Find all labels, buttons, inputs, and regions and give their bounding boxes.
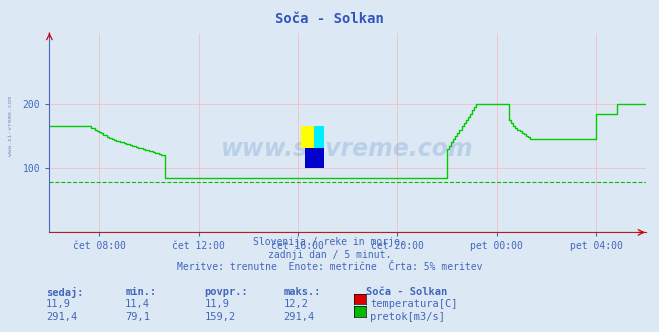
Text: Soča - Solkan: Soča - Solkan	[366, 287, 447, 297]
Text: 291,4: 291,4	[46, 312, 77, 322]
Text: 159,2: 159,2	[204, 312, 235, 322]
Text: zadnji dan / 5 minut.: zadnji dan / 5 minut.	[268, 250, 391, 260]
Text: Soča - Solkan: Soča - Solkan	[275, 12, 384, 26]
Text: 11,9: 11,9	[46, 299, 71, 309]
Text: www.si-vreme.com: www.si-vreme.com	[221, 137, 474, 161]
Text: Slovenija / reke in morje.: Slovenija / reke in morje.	[253, 237, 406, 247]
Text: 12,2: 12,2	[283, 299, 308, 309]
Text: temperatura[C]: temperatura[C]	[370, 299, 458, 309]
Text: 11,9: 11,9	[204, 299, 229, 309]
Text: www.si-vreme.com: www.si-vreme.com	[8, 96, 13, 156]
Text: min.:: min.:	[125, 287, 156, 297]
Text: 11,4: 11,4	[125, 299, 150, 309]
Text: Meritve: trenutne  Enote: metrične  Črta: 5% meritev: Meritve: trenutne Enote: metrične Črta: …	[177, 262, 482, 272]
Text: pretok[m3/s]: pretok[m3/s]	[370, 312, 445, 322]
Text: maks.:: maks.:	[283, 287, 321, 297]
Text: povpr.:: povpr.:	[204, 287, 248, 297]
Text: 291,4: 291,4	[283, 312, 314, 322]
Text: sedaj:: sedaj:	[46, 287, 84, 298]
Text: 79,1: 79,1	[125, 312, 150, 322]
